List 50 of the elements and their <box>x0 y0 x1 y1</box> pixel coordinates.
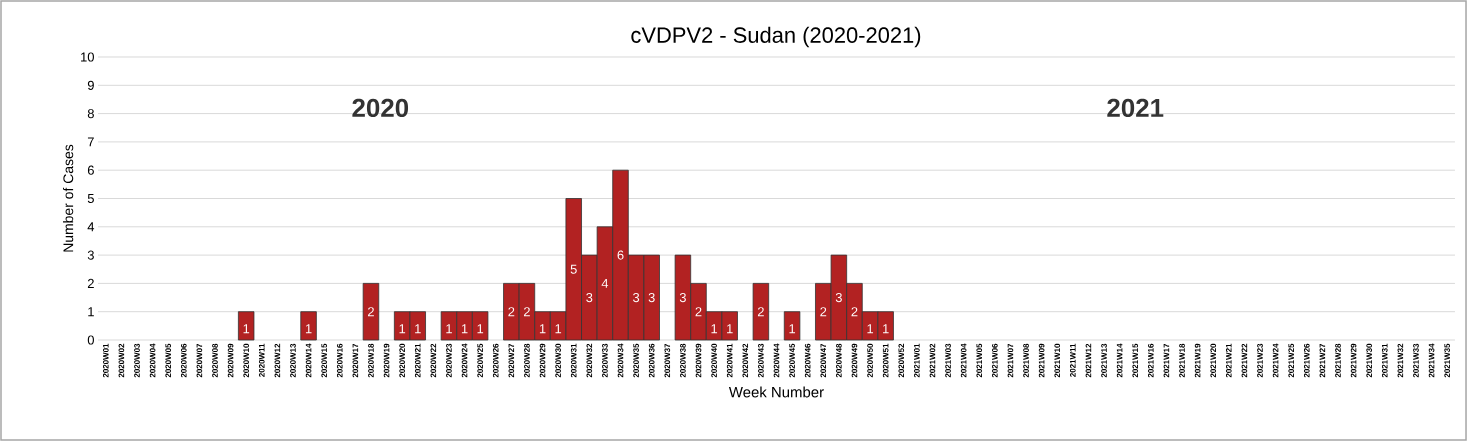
y-tick-label: 3 <box>87 250 94 260</box>
data-label: 1 <box>446 324 452 334</box>
data-label: 3 <box>679 292 686 303</box>
annotation: 2020 <box>352 98 409 118</box>
bar <box>237 311 255 341</box>
data-label: 1 <box>555 324 562 334</box>
y-tick-label: 2 <box>87 278 94 288</box>
data-label: 2 <box>757 307 764 317</box>
data-label: 2 <box>820 307 827 317</box>
y-axis-title: Number of Cases <box>62 144 74 252</box>
data-label: 1 <box>243 324 250 334</box>
data-label: 2 <box>695 307 702 317</box>
bar <box>300 311 317 341</box>
y-tick-label: 0 <box>87 335 94 345</box>
data-label: 1 <box>711 324 718 334</box>
data-label: 2 <box>523 307 530 317</box>
data-label: 1 <box>539 324 546 334</box>
data-label: 3 <box>633 292 640 303</box>
data-label: 3 <box>586 292 593 303</box>
data-label: 3 <box>835 292 842 303</box>
data-label: 1 <box>883 324 889 334</box>
data-label: 1 <box>305 324 312 334</box>
data-label: 1 <box>789 324 796 334</box>
bar <box>783 311 801 341</box>
data-label: 1 <box>867 324 874 334</box>
data-label: 1 <box>461 324 468 334</box>
data-label: 4 <box>601 278 609 288</box>
y-tick-label: 1 <box>88 307 94 317</box>
y-tick-label: 6 <box>87 165 94 175</box>
y-tick-label: 5 <box>87 193 94 204</box>
y-tick-label: 7 <box>87 137 94 147</box>
data-label: 1 <box>399 324 406 334</box>
data-label: 1 <box>415 324 421 334</box>
data-label: 2 <box>508 307 515 317</box>
y-tick-label: 9 <box>87 80 94 90</box>
y-tick-label: 4 <box>87 222 95 232</box>
bar <box>752 283 770 341</box>
annotation: 2021 <box>1107 98 1164 118</box>
data-label: 5 <box>570 264 577 274</box>
data-label: 3 <box>648 292 655 303</box>
data-label: 2 <box>851 307 858 317</box>
data-label: 1 <box>727 324 733 334</box>
data-label: 2 <box>368 307 374 317</box>
y-tick-label: 10 <box>81 52 94 62</box>
data-label: 6 <box>617 250 624 260</box>
chart-title: cVDPV2 - Sudan (2020-2021) <box>631 26 921 48</box>
data-label: 1 <box>477 324 484 334</box>
bar <box>362 283 380 341</box>
y-tick-label: 8 <box>87 109 94 119</box>
x-axis-title: Week Number <box>728 386 824 398</box>
